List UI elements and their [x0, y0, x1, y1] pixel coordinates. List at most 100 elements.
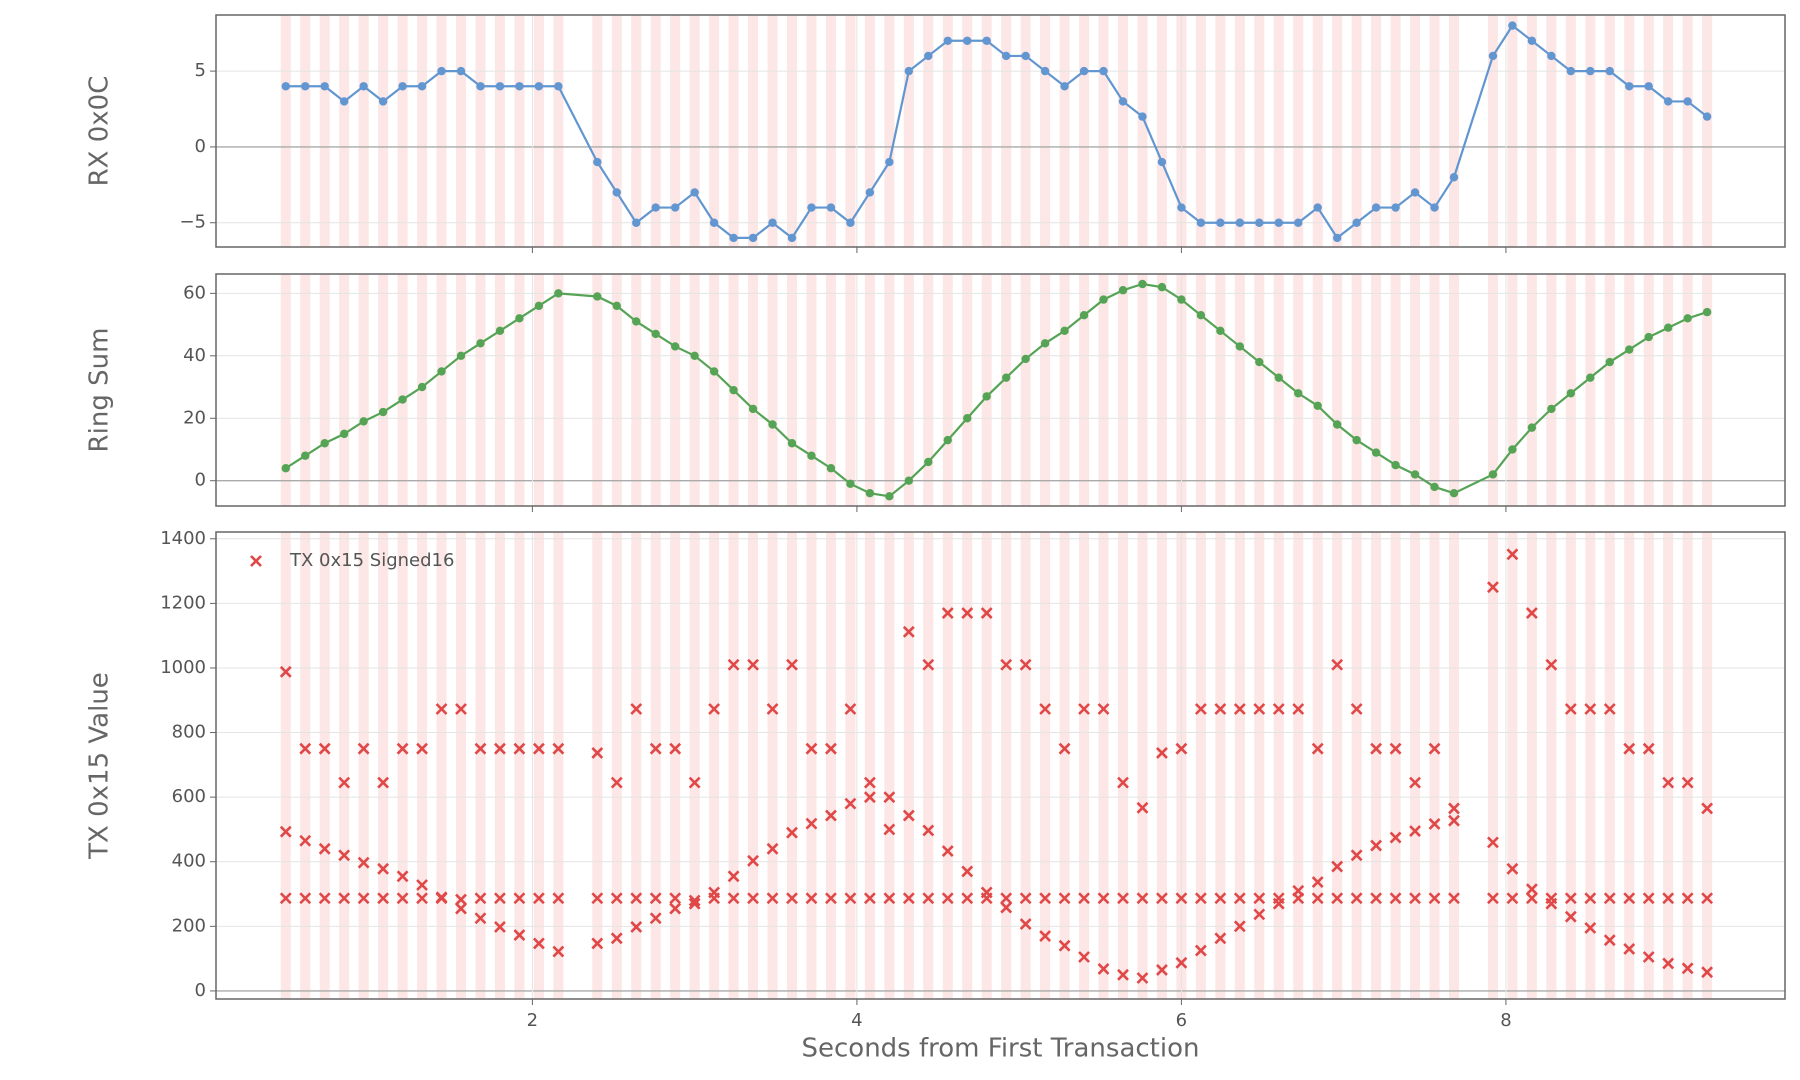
- transaction-band: [709, 274, 720, 506]
- transaction-band: [1702, 532, 1713, 999]
- transaction-band: [514, 274, 525, 506]
- data-point: [513, 929, 526, 941]
- data-point: [727, 658, 740, 671]
- data-point: [1233, 920, 1246, 933]
- data-point: [416, 879, 428, 891]
- transaction-band: [1059, 274, 1070, 506]
- transaction-band: [1663, 274, 1674, 506]
- transaction-band: [1001, 532, 1012, 999]
- y-axis-title: TX 0x15 Value: [85, 672, 115, 860]
- data-point: [865, 488, 875, 498]
- data-point: [708, 703, 721, 715]
- y-tick-label: 20: [183, 407, 206, 428]
- transaction-band: [903, 274, 914, 506]
- transaction-band: [1118, 532, 1129, 999]
- data-point: [1157, 157, 1167, 167]
- data-point: [301, 451, 310, 460]
- data-point: [1701, 802, 1714, 815]
- data-point: [922, 658, 935, 671]
- data-point: [651, 329, 660, 339]
- data-point: [1681, 892, 1694, 905]
- data-point: [474, 912, 487, 925]
- data-point: [1683, 314, 1692, 323]
- data-point: [1292, 703, 1305, 715]
- data-point: [825, 809, 837, 822]
- data-point: [1272, 897, 1285, 910]
- transaction-band: [1040, 274, 1051, 506]
- y-axis-title: Ring Sum: [85, 328, 115, 453]
- data-point: [1136, 972, 1149, 984]
- data-point: [1488, 51, 1498, 61]
- plot-frame: [215, 531, 1786, 1000]
- transaction-band: [514, 532, 525, 999]
- transaction-band: [1273, 274, 1284, 506]
- transaction-band: [1526, 532, 1537, 999]
- data-point: [1370, 892, 1383, 905]
- transaction-band: [358, 274, 369, 506]
- data-point: [786, 892, 798, 905]
- data-point: [844, 703, 857, 715]
- data-point: [787, 233, 797, 243]
- data-point: [377, 892, 390, 905]
- transaction-band: [1001, 274, 1012, 506]
- data-point: [494, 921, 506, 933]
- x-axis-title: Seconds from First Transaction: [802, 1034, 1200, 1064]
- data-point: [1662, 957, 1675, 970]
- transaction-band: [981, 532, 992, 999]
- data-point: [863, 892, 876, 905]
- data-point: [980, 892, 993, 905]
- data-point: [669, 742, 682, 755]
- transaction-band: [1449, 532, 1460, 999]
- transaction-band: [923, 274, 934, 506]
- x-tick-label: 6: [1176, 1010, 1187, 1031]
- transaction-band: [1487, 274, 1498, 506]
- transaction-band: [280, 532, 291, 999]
- data-point: [610, 892, 623, 905]
- data-point: [1409, 776, 1421, 789]
- data-point: [1642, 951, 1655, 963]
- data-point: [709, 218, 719, 227]
- data-point: [846, 218, 855, 227]
- transaction-band: [1137, 532, 1148, 999]
- data-point: [883, 823, 896, 836]
- data-point: [532, 937, 545, 950]
- data-point: [1410, 470, 1420, 479]
- data-point: [1118, 97, 1128, 106]
- transaction-band: [1312, 532, 1323, 999]
- transaction-band: [592, 532, 603, 999]
- data-point: [1099, 66, 1108, 76]
- data-point: [1564, 703, 1577, 715]
- transaction-band: [689, 15, 700, 247]
- data-point: [299, 892, 312, 905]
- transaction-band: [1565, 532, 1576, 999]
- data-point: [532, 742, 545, 755]
- transaction-band: [300, 15, 311, 247]
- data-point: [632, 317, 641, 326]
- data-point: [727, 870, 740, 883]
- data-point: [534, 301, 544, 311]
- data-point: [552, 892, 565, 905]
- transaction-band: [1312, 274, 1323, 506]
- transaction-band: [1546, 274, 1557, 506]
- data-point: [1352, 218, 1361, 227]
- data-point: [922, 892, 935, 905]
- data-point: [612, 188, 621, 197]
- transaction-band: [1195, 532, 1206, 999]
- transaction-band: [1001, 15, 1012, 247]
- panel: −5 0 5 RX 0x0C: [85, 14, 1786, 253]
- data-point: [1642, 742, 1655, 755]
- data-point: [1019, 892, 1032, 905]
- data-point: [807, 203, 816, 212]
- panel: 0 200 400 600 800 1000 1200 1400 2 4 6 8 TX 0x15 Val…: [85, 528, 1786, 1064]
- data-point: [1313, 401, 1322, 410]
- transaction-band: [1098, 274, 1109, 506]
- data-point: [747, 892, 759, 905]
- transaction-band: [1273, 15, 1284, 247]
- data-point: [339, 429, 349, 439]
- transaction-band: [1312, 15, 1323, 247]
- data-point: [1118, 286, 1128, 295]
- data-point: [651, 203, 660, 212]
- data-point: [1214, 892, 1227, 905]
- data-point: [826, 203, 836, 212]
